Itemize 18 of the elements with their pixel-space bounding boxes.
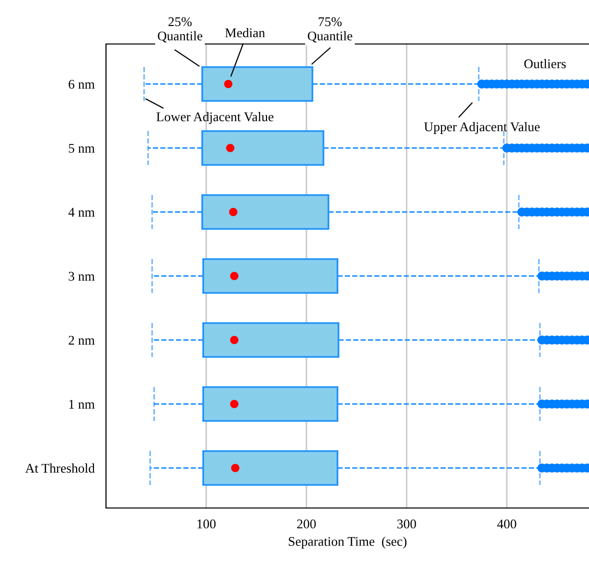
- x-axis-title: Separation Time (sec): [288, 536, 406, 549]
- x-tick-label: 200: [297, 519, 316, 528]
- text: Median: [225, 28, 265, 38]
- x-tick-label: 400: [497, 519, 516, 528]
- text: 75% Quantile: [308, 17, 352, 42]
- y-tick-label: 3 nm: [68, 272, 95, 281]
- annotation: Outliers: [524, 59, 566, 68]
- y-tick-label: 2 nm: [68, 336, 95, 345]
- text: 25% Quantile: [158, 17, 202, 42]
- annotation: Lower Adjacent Value: [156, 112, 274, 124]
- annotation: Upper Adjacent Value: [424, 122, 540, 134]
- y-tick-label: 6 nm: [68, 80, 95, 89]
- y-tick-label: At Threshold: [25, 463, 95, 473]
- x-tick-label: 300: [397, 519, 416, 528]
- y-tick-label: 5 nm: [68, 144, 95, 153]
- y-tick-label: 4 nm: [68, 208, 95, 217]
- x-tick-label: 100: [197, 519, 216, 528]
- y-tick-label: 1 nm: [69, 400, 95, 409]
